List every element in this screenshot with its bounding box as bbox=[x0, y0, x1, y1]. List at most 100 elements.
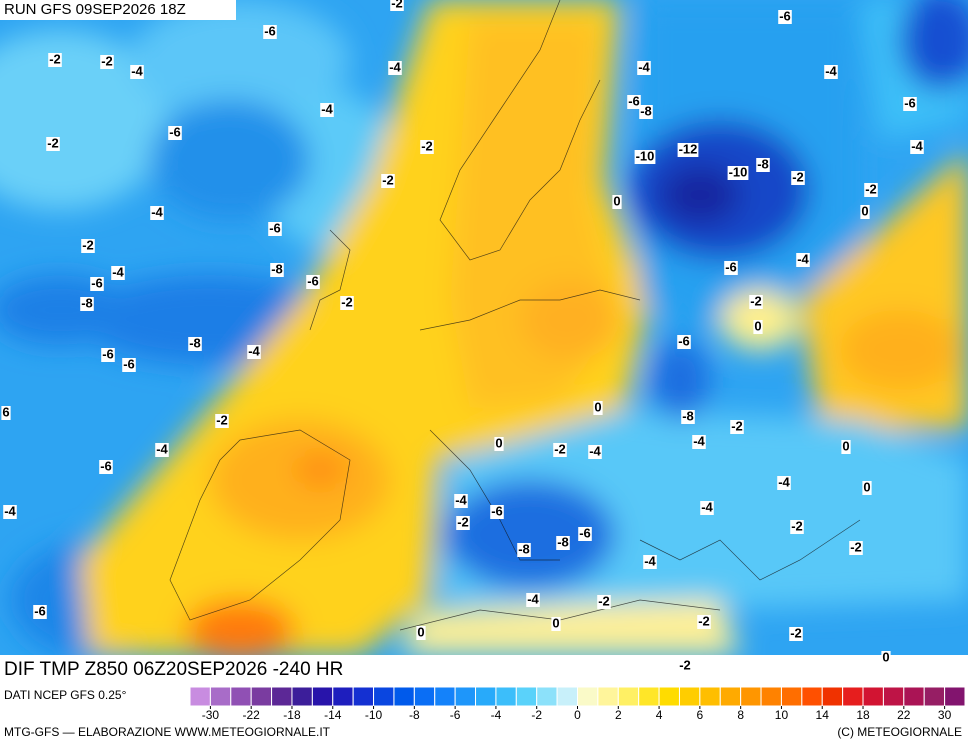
scale-swatch bbox=[577, 686, 599, 707]
contour-label-text: -6 bbox=[123, 356, 135, 371]
scale-label: -6 bbox=[450, 708, 461, 722]
contour-label-text: -2 bbox=[598, 593, 610, 608]
contour-label-text: -6 bbox=[491, 503, 503, 518]
contour-label-box bbox=[697, 615, 711, 629]
contour-label-text: -2 bbox=[554, 441, 566, 456]
contour-label-text: -6 bbox=[102, 346, 114, 361]
contour-label-box bbox=[634, 150, 656, 164]
contour-label: -4 bbox=[247, 343, 261, 359]
scale-swatch bbox=[434, 686, 456, 707]
contour-label-box bbox=[100, 55, 114, 69]
contour-label-text: -4 bbox=[797, 251, 809, 266]
contour-label: -8 bbox=[80, 295, 94, 311]
contour-label: -4 bbox=[637, 59, 651, 75]
contour-label: -6 bbox=[627, 93, 641, 109]
contour-label-text: -2 bbox=[391, 0, 403, 10]
contour-label-box bbox=[490, 505, 504, 519]
scale-label: -10 bbox=[365, 708, 383, 722]
scale-swatch bbox=[536, 686, 558, 707]
contour-label-text: -2 bbox=[216, 412, 228, 427]
contour-label-text: -2 bbox=[341, 294, 353, 309]
contour-label: -2 bbox=[697, 613, 711, 629]
contour-label: -2 bbox=[215, 412, 229, 428]
contour-label-box bbox=[526, 593, 540, 607]
contour-label-text: -2 bbox=[790, 625, 802, 640]
contour-label: -4 bbox=[824, 63, 838, 79]
contour-label-box bbox=[862, 481, 872, 495]
contour-label: -2 bbox=[456, 514, 470, 530]
contour-label: 0 bbox=[612, 193, 622, 209]
contour-label: -6 bbox=[677, 333, 691, 349]
scale-swatch bbox=[373, 686, 395, 707]
scale-label: -22 bbox=[243, 708, 261, 722]
contour-label-box bbox=[588, 445, 602, 459]
scale-label: -8 bbox=[409, 708, 420, 722]
contour-label: -2 bbox=[48, 51, 62, 67]
contour-label-text: -2 bbox=[101, 53, 113, 68]
contour-label: -6 bbox=[122, 356, 136, 372]
contour-label-box bbox=[578, 527, 592, 541]
scale-swatch bbox=[352, 686, 375, 707]
contour-label-text: 0 bbox=[417, 624, 424, 639]
contour-label-box bbox=[130, 65, 144, 79]
contour-label-text: -2 bbox=[382, 172, 394, 187]
scale-label: -14 bbox=[324, 708, 342, 722]
contour-label-text: -2 bbox=[47, 135, 59, 150]
contour-label-text: -2 bbox=[49, 51, 61, 66]
contour-label: -2 bbox=[46, 135, 60, 151]
contour-label-text: -2 bbox=[792, 169, 804, 184]
contour-label: -8 bbox=[188, 335, 202, 351]
contour-label-box bbox=[727, 166, 749, 180]
contour-label-box bbox=[101, 348, 115, 362]
contour-label: -2 bbox=[678, 657, 692, 673]
scale-label: -2 bbox=[531, 708, 542, 722]
contour-label: -4 bbox=[155, 441, 169, 457]
footer-left: MTG-GFS — ELABORAZIONE WWW.METEOGIORNALE… bbox=[4, 725, 331, 739]
contour-label: -4 bbox=[700, 499, 714, 515]
contour-label-text: -4 bbox=[825, 63, 837, 78]
contour-label: 0 bbox=[862, 479, 872, 495]
product-box bbox=[0, 655, 458, 683]
contour-label: -10 bbox=[634, 148, 656, 164]
contour-label-text: -4 bbox=[151, 204, 163, 219]
contour-label-box bbox=[416, 626, 426, 640]
contour-label-box bbox=[841, 440, 851, 454]
contour-label: -4 bbox=[692, 433, 706, 449]
contour-label-box bbox=[168, 126, 182, 140]
contour-label-box bbox=[111, 266, 125, 280]
contour-label-box bbox=[381, 174, 395, 188]
contour-label: -2 bbox=[791, 169, 805, 185]
contour-label-text: 0 bbox=[842, 438, 849, 453]
scale-label: 2 bbox=[615, 708, 622, 722]
contour-label-box bbox=[556, 536, 570, 550]
contour-label: -2 bbox=[390, 0, 404, 11]
contour-label-text: -4 bbox=[455, 492, 467, 507]
contour-label-text: 0 bbox=[863, 479, 870, 494]
contour-label-box bbox=[122, 358, 136, 372]
contour-label-box bbox=[753, 320, 763, 334]
contour-label-text: -6 bbox=[100, 458, 112, 473]
contour-label: -2 bbox=[849, 539, 863, 555]
contour-label-box bbox=[99, 460, 113, 474]
contour-label-text: 0 bbox=[882, 649, 889, 664]
contour-label-box bbox=[681, 410, 695, 424]
contour-label-text: -2 bbox=[698, 613, 710, 628]
contour-label-text: -8 bbox=[557, 534, 569, 549]
contour-label: -2 bbox=[553, 441, 567, 457]
contour-label-box bbox=[454, 494, 468, 508]
contour-label-box bbox=[756, 158, 770, 172]
contour-label: -6 bbox=[101, 346, 115, 362]
contour-label-box bbox=[320, 103, 334, 117]
scale-swatch bbox=[556, 686, 579, 707]
contour-label-box bbox=[48, 53, 62, 67]
contour-label: 0 bbox=[753, 318, 763, 334]
scale-swatch bbox=[658, 686, 680, 707]
contour-label-text: -4 bbox=[321, 101, 333, 116]
contour-label-text: -6 bbox=[628, 93, 640, 108]
contour-label-text: -4 bbox=[911, 138, 923, 153]
product-label: DIF TMP Z850 06Z20SEP2026 -240 HR bbox=[4, 659, 343, 680]
footer-right: (C) METEOGIORNALE bbox=[837, 725, 962, 739]
contour-label: -2 bbox=[420, 138, 434, 154]
